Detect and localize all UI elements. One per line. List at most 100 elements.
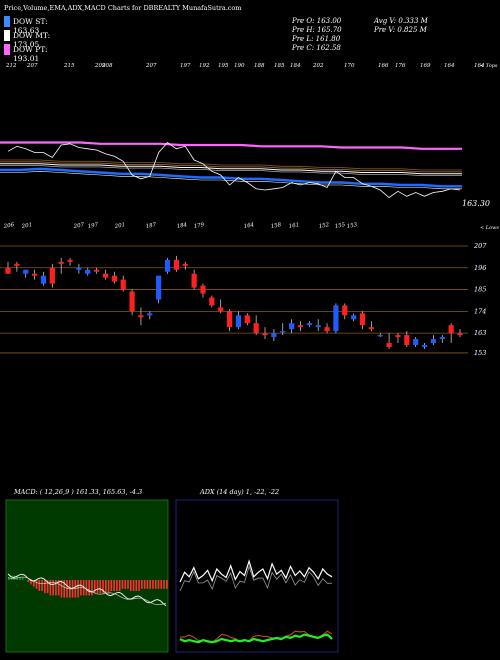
low-tag: 164	[243, 222, 255, 230]
candle-body	[138, 315, 144, 318]
macd-histogram-bar	[166, 580, 168, 589]
top-tag: 164	[444, 63, 455, 69]
macd-histogram-bar	[88, 580, 90, 596]
top-tag: 207	[145, 63, 157, 69]
low-tag: 201	[20, 222, 32, 230]
candle-body	[306, 323, 312, 326]
candle-body	[23, 269, 29, 274]
legend-dow-pt: DOW PT: 193.01	[4, 44, 74, 63]
legend-dow-st: DOW ST: 163.63	[4, 16, 74, 35]
macd-histogram-bar	[66, 580, 68, 598]
macd-histogram-bar	[10, 575, 13, 580]
chart-title: Price,Volume,EMA,ADX,MACD Charts for DBR…	[4, 4, 242, 12]
macd-histogram-bar	[13, 575, 16, 580]
top-tag: 169	[420, 63, 431, 69]
top-tag: 170	[344, 63, 355, 69]
top-tag: 215	[63, 63, 75, 69]
macd-histogram-bar	[138, 580, 140, 591]
legend-swatch	[4, 30, 10, 41]
candle-body	[386, 343, 392, 347]
legend-label: DOW ST: 163.63	[13, 17, 48, 35]
avg-volume: Avg V: 0.333 M	[374, 17, 428, 25]
top-tag: 209	[94, 63, 106, 69]
macd-histogram-bar	[93, 580, 96, 594]
top-tag: 202	[312, 63, 324, 69]
top-tag: 208	[101, 63, 113, 69]
candle-body	[315, 325, 321, 328]
low-tag: 197	[87, 222, 99, 230]
macd-histogram-bar	[129, 580, 132, 591]
candle-body	[262, 333, 268, 336]
candle-body	[448, 325, 454, 334]
tops-caption: < Tops	[480, 63, 498, 69]
close-price-line	[7, 141, 461, 199]
top-tag: 192	[199, 63, 210, 69]
ema-line-mt	[0, 163, 462, 175]
di-plus-line	[179, 559, 333, 583]
macd-histogram-bar	[102, 580, 104, 594]
macd-histogram-bar	[132, 580, 135, 591]
di-minus-line	[179, 565, 333, 592]
last-price-label: 163.30	[462, 199, 490, 208]
candle-body	[129, 291, 135, 312]
macd-histogram-bar	[99, 580, 102, 594]
legend-label: DOW PT: 193.01	[13, 45, 48, 63]
price-axis-label: 174	[474, 307, 486, 315]
macd-histogram-bar	[127, 580, 129, 589]
macd-histogram-bar	[118, 580, 121, 591]
candle-body	[351, 315, 357, 320]
macd-histogram-bar	[91, 580, 93, 596]
low-tag: 152	[318, 222, 330, 230]
ema-companion-line	[0, 159, 462, 171]
macd-histogram-bar	[163, 580, 165, 589]
macd-histogram-bar	[157, 580, 160, 589]
candle-body	[377, 335, 383, 337]
macd-histogram-bar	[60, 580, 63, 598]
candle-body	[14, 263, 20, 266]
macd-histogram-bar	[38, 580, 41, 591]
low-tag: 207	[72, 222, 85, 230]
ema-companion-line	[0, 165, 462, 176]
ema-line-pt	[0, 141, 462, 150]
macd-header: MACD: ( 12,26,9 ) 161.33, 165.63, -4.3	[14, 488, 143, 496]
prev-open: Pre O: 163.00	[292, 17, 342, 25]
candle-body	[164, 259, 171, 272]
candle-body	[58, 261, 64, 264]
top-tag: 164	[474, 63, 485, 69]
low-tag: 155	[334, 222, 346, 230]
candle-body	[49, 267, 55, 284]
candle-body	[395, 335, 401, 338]
candle-body	[421, 345, 428, 347]
top-tag: 197	[180, 63, 191, 69]
candle-body	[200, 285, 206, 294]
ema-companion-line	[0, 170, 462, 190]
candle-body	[253, 323, 259, 334]
legend-swatch	[4, 16, 10, 27]
prev-high: Pre H: 165.70	[292, 26, 342, 34]
macd-histogram-bar	[143, 580, 146, 589]
legend-label: DOW MT: 173.05	[13, 31, 51, 49]
macd-histogram-bar	[46, 580, 49, 594]
macd-signal-line	[7, 576, 167, 605]
candle-body	[182, 263, 188, 266]
adx-line	[179, 633, 333, 644]
macd-line	[7, 573, 167, 607]
price-axis-label: 185	[474, 286, 486, 294]
candle-body	[297, 325, 304, 328]
macd-histogram-bar	[19, 577, 21, 580]
top-tag: 188	[254, 63, 265, 69]
candle-body	[31, 273, 38, 276]
top-tag: 166	[378, 63, 389, 69]
ema-line-st	[0, 167, 462, 188]
top-tag: 195	[218, 63, 229, 69]
candle-body	[235, 315, 242, 328]
macd-histogram-bar	[107, 580, 110, 594]
macd-histogram-bar	[113, 580, 115, 591]
macd-histogram-bar	[85, 580, 88, 596]
candle-body	[156, 275, 162, 300]
low-tag: 179	[193, 222, 205, 230]
candle-body	[67, 259, 73, 262]
macd-histogram-bar	[74, 580, 77, 598]
macd-histogram-bar	[57, 580, 60, 596]
price-axis-label: 163	[474, 329, 486, 337]
